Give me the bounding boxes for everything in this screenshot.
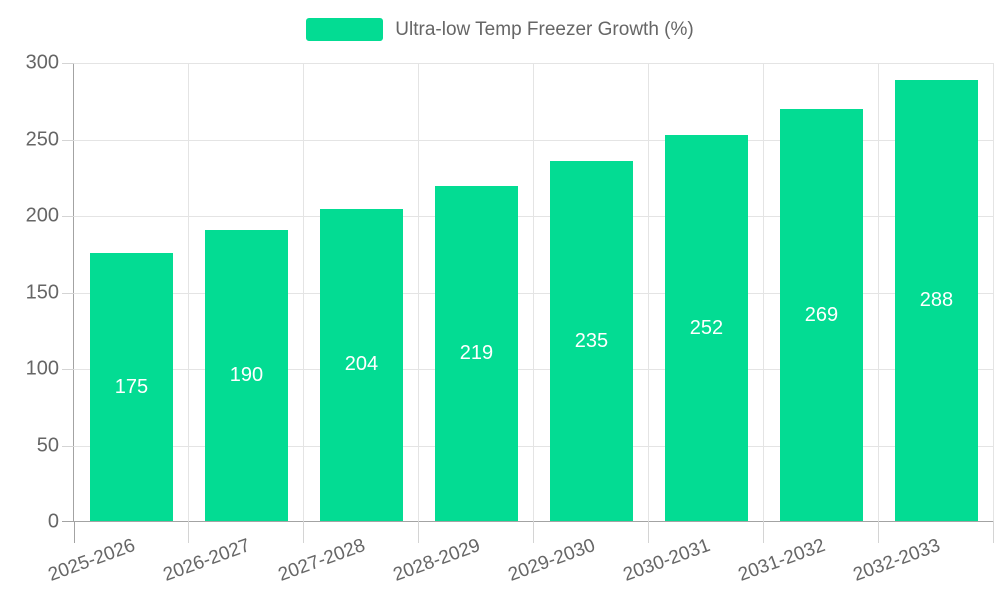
category-cell: 252 (649, 63, 764, 521)
bar: 219 (435, 185, 518, 521)
y-axis-tick (62, 293, 74, 294)
y-axis-tick-label: 100 (25, 357, 59, 380)
x-axis-tick (418, 521, 419, 543)
bar: 252 (665, 135, 748, 521)
y-axis-tick (62, 521, 74, 522)
gridline-vertical (533, 63, 534, 521)
x-axis-label: 2028-2029 (390, 535, 483, 586)
y-axis-tick-label: 300 (25, 51, 59, 74)
category-cell: 235 (534, 63, 649, 521)
gridline-vertical (993, 63, 994, 521)
legend-item[interactable]: Ultra-low Temp Freezer Growth (%) (306, 18, 694, 41)
bar-value-label: 288 (919, 289, 954, 312)
bar-value-label: 269 (804, 303, 839, 326)
y-axis-tick-label: 150 (25, 281, 59, 304)
y-axis-tick-label: 50 (36, 434, 59, 457)
bar: 269 (780, 109, 863, 521)
bar-value-label: 219 (459, 341, 494, 364)
x-axis-tick (878, 521, 879, 543)
x-axis-label: 2027-2028 (275, 535, 368, 586)
gridline-vertical (648, 63, 649, 521)
bar: 288 (895, 80, 978, 521)
x-axis-tick (74, 521, 75, 543)
bar: 190 (205, 230, 288, 521)
legend: Ultra-low Temp Freezer Growth (%) (0, 18, 1000, 41)
plot-area: 0 50 100 150 200 250 300 175 190 204 219 235 252 269 2… (26, 52, 994, 543)
y-axis-tick (62, 140, 74, 141)
category-cell: 190 (189, 63, 304, 521)
y-axis-tick-label: 250 (25, 128, 59, 151)
gridline-vertical (188, 63, 189, 521)
y-axis-tick-label: 0 (47, 510, 59, 533)
legend-swatch-icon (306, 18, 384, 41)
category-cell: 175 (74, 63, 189, 521)
category-cell: 219 (419, 63, 534, 521)
category-cell: 204 (304, 63, 419, 521)
legend-label: Ultra-low Temp Freezer Growth (%) (395, 19, 694, 40)
bar: 235 (550, 161, 633, 521)
category-cell: 288 (879, 63, 994, 521)
gridline-vertical (878, 63, 879, 521)
x-axis-tick (303, 521, 304, 543)
x-axis-tick (763, 521, 764, 543)
x-axis-tick (533, 521, 534, 543)
gridline-vertical (418, 63, 419, 521)
y-axis-tick (62, 63, 74, 64)
bar-value-label: 252 (689, 316, 724, 339)
x-axis-label: 2026-2027 (160, 535, 253, 586)
x-axis-label: 2030-2031 (620, 535, 713, 586)
y-axis-tick (62, 446, 74, 447)
x-axis-label: 2032-2033 (850, 535, 943, 586)
x-axis-label: 2025-2026 (45, 535, 138, 586)
x-axis-tick (188, 521, 189, 543)
category-cell: 269 (764, 63, 879, 521)
bar: 175 (90, 253, 173, 521)
gridline-vertical (303, 63, 304, 521)
x-axis-tick (648, 521, 649, 543)
bar-value-label: 175 (114, 375, 149, 398)
gridline-vertical (763, 63, 764, 521)
x-axis-tick (993, 521, 994, 543)
x-axis-label: 2031-2032 (735, 535, 828, 586)
y-axis-tick (62, 216, 74, 217)
y-axis-tick (62, 369, 74, 370)
x-axis-label: 2029-2030 (505, 535, 598, 586)
bar: 204 (320, 208, 403, 521)
y-axis-tick-label: 200 (25, 204, 59, 227)
bar-value-label: 190 (229, 364, 264, 387)
bar-value-label: 204 (344, 353, 379, 376)
bar-value-label: 235 (574, 329, 609, 352)
